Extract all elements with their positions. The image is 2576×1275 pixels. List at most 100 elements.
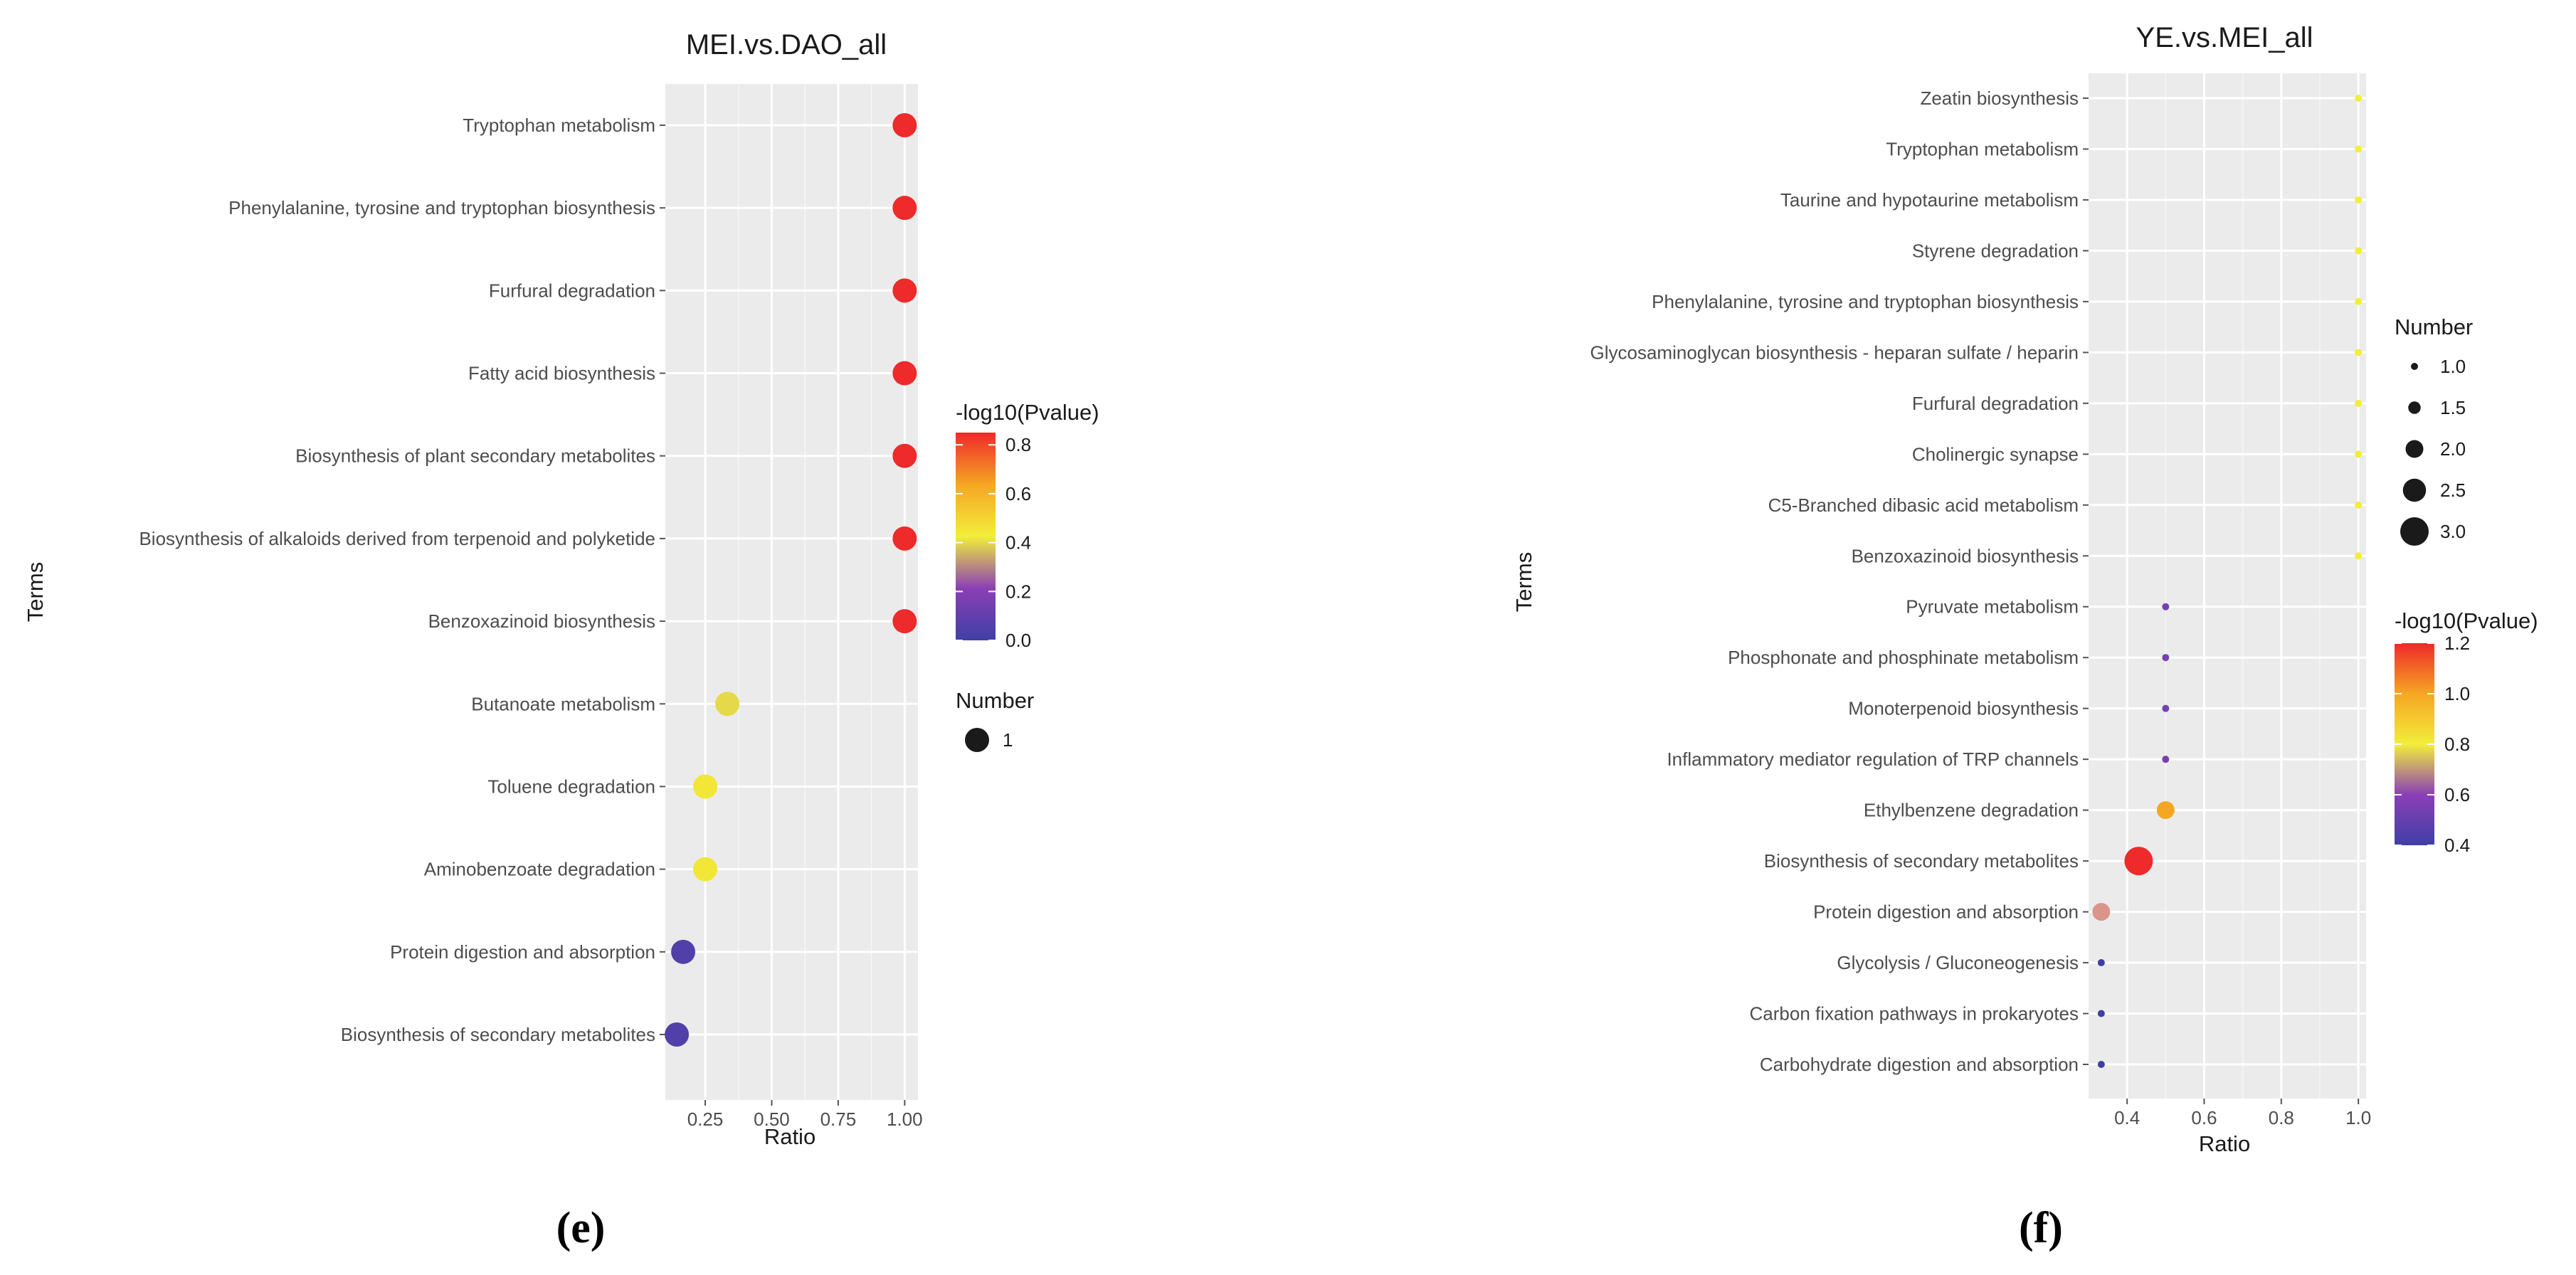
chart-f-colorbar-ticks: 0.4 0.6 0.8 1.0 1.2	[2395, 633, 2470, 856]
term-label: Biosynthesis of alkaloids derived from t…	[139, 528, 655, 549]
chart-e-color-legend-title: -log10(Pvalue)	[956, 400, 1099, 425]
size-legend-label: 1.0	[2440, 356, 2466, 377]
term-label: Biosynthesis of secondary metabolites	[1764, 850, 2079, 872]
x-tick-label: 1.0	[2345, 1107, 2371, 1128]
term-label: Phosphonate and phosphinate metabolism	[1728, 647, 2079, 668]
colorbar-tick-label: 0.6	[2444, 784, 2470, 805]
x-tick-label: 0.50	[754, 1109, 790, 1130]
size-legend-label: 1.5	[2440, 397, 2466, 418]
x-tick-label: 0.4	[2114, 1107, 2140, 1128]
size-legend-dot	[2408, 401, 2421, 414]
term-label: Glycolysis / Gluconeogenesis	[1837, 952, 2079, 973]
chart-e-colorbar	[956, 433, 996, 640]
chart-f-size-legend-title: Number	[2395, 314, 2473, 339]
colorbar-tick-label: 0.6	[1005, 483, 1031, 504]
colorbar-tick-label: 0.8	[1005, 434, 1031, 455]
term-label: Protein digestion and absorption	[1813, 901, 2079, 923]
colorbar-tick-label: 1.2	[2444, 633, 2470, 654]
term-label: Fatty acid biosynthesis	[468, 363, 655, 384]
data-point	[2355, 247, 2363, 255]
term-label: C5-Branched dibasic acid metabolism	[1768, 494, 2079, 516]
chart-e-x-axis-label: Ratio	[764, 1124, 815, 1149]
data-point	[2124, 847, 2153, 876]
size-legend-label: 2.0	[2440, 438, 2466, 460]
chart-f-grid	[2089, 73, 2366, 1099]
term-label: Glycosaminoglycan biosynthesis - heparan…	[1590, 342, 2079, 363]
data-point	[892, 196, 917, 221]
chart-f-x-axis-label: Ratio	[2199, 1131, 2250, 1156]
chart-e-y-axis-label: Terms	[23, 562, 48, 622]
colorbar-tick-label: 0.2	[1005, 581, 1031, 602]
data-point	[892, 609, 917, 634]
term-label: Butanoate metabolism	[471, 693, 655, 714]
data-point	[2355, 196, 2363, 203]
data-point	[693, 857, 718, 882]
term-label: Ethylbenzene degradation	[1864, 800, 2079, 821]
colorbar-tick-label: 0.4	[1005, 532, 1031, 554]
term-label: Biosynthesis of secondary metabolites	[341, 1024, 655, 1045]
chart-f-term-labels: Zeatin biosynthesis Tryptophan metabolism…	[1590, 88, 2089, 1075]
x-tick-label: 1.00	[887, 1109, 923, 1130]
chart-f-color-legend-title: -log10(Pvalue)	[2395, 608, 2538, 633]
chart-f-y-axis-label: Terms	[1511, 552, 1536, 612]
data-point	[693, 774, 718, 799]
x-tick-label: 0.25	[687, 1109, 724, 1130]
data-point	[2162, 756, 2170, 763]
data-point	[2092, 903, 2111, 921]
data-point	[2097, 959, 2105, 967]
size-legend-dot	[2402, 478, 2427, 502]
data-point	[892, 278, 917, 303]
term-label: Benzoxazinoid biosynthesis	[428, 610, 655, 632]
x-tick-label: 0.8	[2269, 1107, 2294, 1128]
colorbar-tick-label: 0.0	[1005, 630, 1031, 651]
term-label: Cholinergic synapse	[1912, 443, 2079, 465]
chart-e-title: MEI.vs.DAO_all	[686, 29, 887, 60]
data-point	[2156, 801, 2175, 820]
data-point	[892, 361, 917, 386]
term-label: Benzoxazinoid biosynthesis	[1852, 545, 2079, 566]
x-tick-label: 0.6	[2191, 1107, 2217, 1128]
colorbar-tick-label: 1.0	[2444, 683, 2470, 704]
term-label: Aminobenzoate degradation	[424, 859, 655, 880]
data-point	[892, 443, 917, 468]
chart-e: MEI.vs.DAO_all Tryptophan metabolism Phen…	[23, 29, 1099, 1252]
term-label: Biosynthesis of plant secondary metaboli…	[295, 445, 655, 467]
chart-f-x-ticks: 0.4 0.6 0.8 1.0	[2114, 1099, 2371, 1128]
term-label: Styrene degradation	[1912, 240, 2079, 261]
data-point	[2097, 1010, 2105, 1017]
term-label: Phenylalanine, tyrosine and tryptophan b…	[1652, 291, 2079, 312]
colorbar-tick-label: 0.4	[2444, 835, 2470, 856]
term-label: Furfural degradation	[489, 280, 655, 301]
term-label: Tryptophan metabolism	[1886, 138, 2079, 159]
size-legend-dot	[2405, 440, 2424, 458]
term-label: Toluene degradation	[487, 776, 655, 797]
size-legend-dot	[965, 728, 989, 752]
chart-e-points	[665, 113, 917, 1047]
data-point	[715, 692, 740, 716]
data-point	[892, 526, 917, 551]
chart-e-size-legend: 1	[965, 728, 1013, 752]
data-point	[2162, 704, 2170, 712]
chart-f-title: YE.vs.MEI_all	[2136, 22, 2313, 53]
data-point	[2355, 95, 2363, 102]
size-legend-label: 2.5	[2440, 480, 2466, 501]
data-point	[2355, 145, 2363, 153]
term-label: Phenylalanine, tyrosine and tryptophan b…	[228, 197, 655, 218]
term-label: Furfural degradation	[1912, 393, 2079, 414]
term-label: Zeatin biosynthesis	[1920, 88, 2079, 109]
term-label: Inflammatory mediator regulation of TRP …	[1667, 748, 2079, 770]
term-label: Taurine and hypotaurine metabolism	[1780, 189, 2079, 211]
chart-e-size-legend-title: Number	[956, 688, 1034, 713]
size-legend-dot	[2400, 517, 2429, 546]
term-label: Protein digestion and absorption	[390, 941, 655, 963]
size-legend-label: 1	[1003, 729, 1013, 751]
data-point	[2162, 603, 2170, 610]
term-label: Carbohydrate digestion and absorption	[1760, 1054, 2079, 1075]
x-tick-label: 0.75	[820, 1109, 857, 1130]
data-point	[671, 939, 696, 964]
term-label: Carbon fixation pathways in prokaryotes	[1750, 1003, 2079, 1025]
data-point	[2355, 552, 2363, 560]
term-label: Tryptophan metabolism	[463, 115, 655, 136]
colorbar-tick-label: 0.8	[2444, 734, 2470, 755]
